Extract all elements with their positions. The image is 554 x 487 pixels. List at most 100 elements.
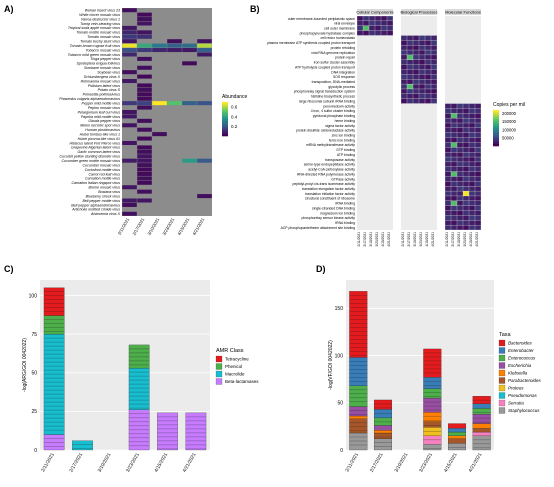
heatmap-cell [137, 83, 152, 88]
legend-item: Macrolide [225, 372, 245, 377]
facet-strip [401, 9, 437, 15]
heatmap-cell [445, 113, 451, 118]
heatmap-cell [451, 142, 457, 148]
row-label: White clover mosaic virus [79, 13, 120, 17]
heatmap-cell [407, 69, 413, 75]
heatmap-cell [182, 61, 197, 66]
heatmap-cell [407, 59, 413, 65]
heatmap-cell [122, 123, 137, 128]
row-label: RNA-directed RNA polymerase activity [297, 172, 355, 176]
heatmap-cell [469, 210, 475, 216]
row-label: Rehmannia mosaic virus [81, 79, 121, 83]
heatmap-cell [451, 205, 457, 211]
heatmap-cell [457, 191, 463, 196]
heatmap-cell [197, 52, 212, 57]
bar-segment [472, 423, 491, 429]
row-label: Human picobirnavirus [85, 128, 120, 132]
colorbar-segment [222, 120, 228, 123]
heatmap-cell [431, 84, 437, 89]
heatmap-cell [407, 89, 413, 94]
legend-swatch [498, 392, 506, 399]
heatmap-cell [445, 186, 451, 191]
row-label: Psilotum latent virus [88, 84, 120, 88]
heatmap-cell [445, 210, 451, 216]
heatmap-cell [419, 50, 425, 55]
facet-strip [445, 9, 481, 15]
heatmap-cell [401, 74, 407, 80]
heatmap-cell [407, 79, 413, 84]
row-label: Varroa destructor virus 1 [81, 17, 120, 21]
heatmap-cell [451, 176, 457, 182]
heatmap-cell [425, 74, 431, 80]
heatmap-cell [451, 215, 457, 221]
colorbar-segment [493, 117, 499, 120]
row-label: GTP binding [336, 148, 355, 152]
heatmap-cell [137, 167, 152, 172]
x-tick-label: 4/21/2021 [468, 452, 484, 474]
heatmap-cell [457, 220, 463, 225]
x-tick-label: 2/17/2021 [369, 452, 385, 474]
x-tick-label: 3/10/2021 [457, 232, 461, 247]
heatmap-cell [475, 215, 481, 221]
heatmap-cell [463, 142, 469, 148]
row-label: Blueberry shock virus [86, 194, 121, 198]
x-tick-label: 3/10/2021 [369, 232, 373, 247]
colorbar-segment [222, 110, 228, 113]
bar-segment [373, 438, 393, 451]
heatmap-cell [469, 137, 475, 143]
heatmap-cell [457, 157, 463, 162]
legend-swatch [215, 363, 223, 370]
heatmap-cell [457, 162, 463, 167]
heatmap-cell [475, 128, 481, 133]
heatmap-cell [469, 118, 475, 123]
colorbar-segment [222, 108, 228, 111]
x-tick-label: 4/15/2021 [381, 232, 385, 247]
heatmap-cell [122, 109, 137, 115]
row-label: zinc ion binding [332, 134, 355, 138]
y-tick-label: 0 [34, 448, 37, 454]
bar-segment [447, 435, 467, 439]
x-tick-label: 4/21/2021 [191, 216, 205, 236]
legend-swatch [498, 339, 506, 347]
facet-strip-label: Cellular Components [356, 9, 393, 14]
heatmap-cell [463, 152, 469, 157]
colorbar-segment [493, 126, 499, 129]
legend-swatch [498, 369, 506, 377]
heatmap-cell [457, 225, 463, 230]
heatmap-cell [425, 93, 431, 99]
heatmap-cell [475, 176, 481, 182]
heatmap-cell [475, 147, 481, 153]
heatmap-cell [445, 176, 451, 182]
heatmap-cell [445, 205, 451, 211]
heatmap-cell [137, 198, 152, 203]
heatmap-cell [451, 196, 457, 201]
heatmap-cell [425, 45, 431, 50]
x-tick-label: 3/23/2021 [463, 232, 467, 247]
row-label: GTPase activity [331, 177, 355, 181]
row-label: phosphopyruvate hydratase complex [300, 31, 356, 35]
heatmap-cell [401, 93, 407, 99]
colorbar-segment [493, 128, 499, 131]
heatmap-cell [122, 140, 137, 145]
legend-swatch [498, 407, 506, 414]
heatmap-cell [475, 132, 481, 138]
heatmap-cell [369, 25, 375, 31]
heatmap-cell [457, 113, 463, 118]
heatmap-cell [463, 123, 469, 128]
heatmap-cell [152, 43, 167, 48]
heatmap-cell [387, 25, 393, 31]
heatmap-cell [137, 48, 152, 53]
heatmap-cell [401, 45, 407, 50]
heatmap-cell [475, 162, 481, 167]
heatmap-cell [197, 101, 212, 106]
heatmap-cell [425, 59, 431, 65]
row-label: peptidyl-prolyl cis-trans isomerase acti… [292, 182, 355, 186]
heatmap-cell [463, 191, 469, 196]
colorbar-tick: 100000 [502, 127, 517, 132]
row-label: serine-type endopeptidase activity [304, 163, 356, 167]
heatmap-cell [469, 166, 475, 172]
heatmap-cell [375, 30, 381, 36]
heatmap-cell [401, 69, 407, 75]
heatmap-cell [457, 166, 463, 172]
colorbar-segment [222, 132, 228, 135]
